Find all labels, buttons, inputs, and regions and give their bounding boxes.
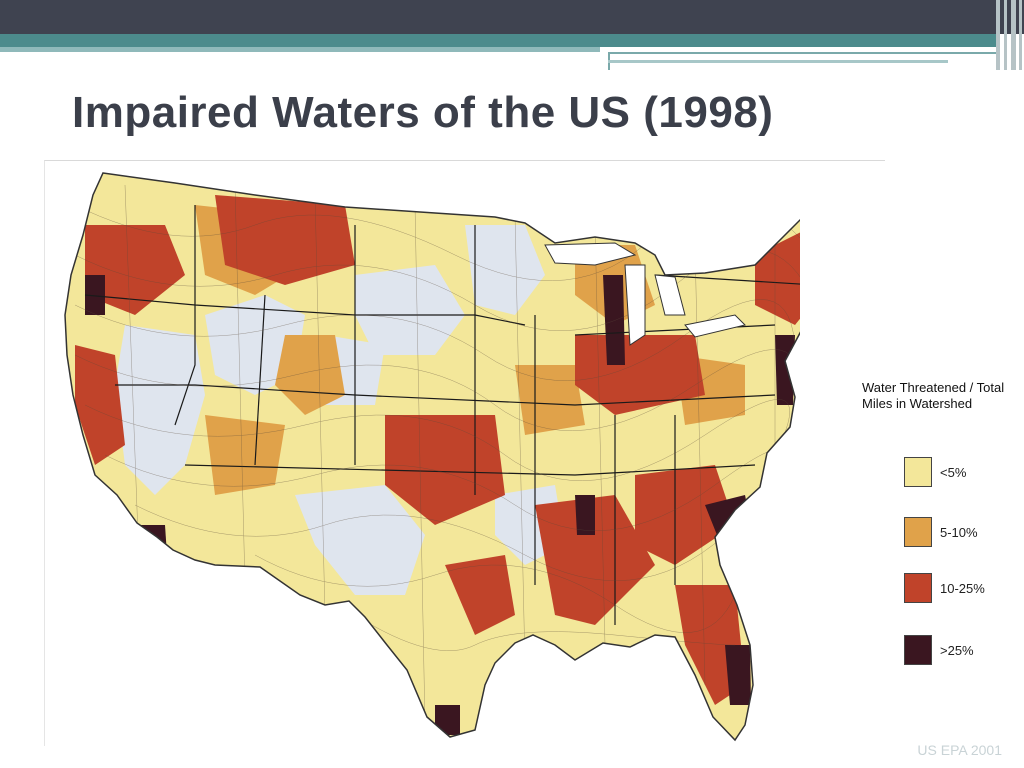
- legend-label-high: 10-25%: [940, 580, 985, 596]
- lake-huron: [654, 274, 686, 316]
- region-texas-west: [295, 485, 425, 595]
- region-california-coast: [75, 345, 125, 465]
- legend-swatch-high: [904, 573, 932, 603]
- legend-label-severe: >25%: [940, 642, 974, 658]
- slide-title: Impaired Waters of the US (1998): [72, 88, 774, 137]
- source-credit: US EPA 2001: [917, 742, 1002, 758]
- region-oregon-coast: [85, 275, 105, 315]
- region-arizona: [205, 415, 285, 495]
- accent-band: [0, 34, 1000, 47]
- us-impaired-waters-map: [64, 172, 800, 741]
- region-chesapeake: [775, 335, 795, 405]
- region-montana-east: [215, 195, 355, 285]
- region-colorado-west: [275, 335, 345, 415]
- region-nevada: [115, 325, 205, 495]
- decorative-stripes: [992, 0, 1024, 70]
- legend-item-low: <5%: [904, 457, 966, 487]
- watershed-lines: [74, 184, 800, 726]
- title-bar-band: [0, 0, 1024, 34]
- legend-label-low: <5%: [940, 464, 967, 480]
- region-oregon: [85, 225, 185, 315]
- legend-item-moderate: 5-10%: [904, 517, 978, 547]
- accent-line-light: [608, 60, 948, 63]
- accent-band-light: [0, 47, 600, 52]
- region-texas-east: [445, 555, 515, 635]
- legend-label-moderate: 5-10%: [940, 524, 978, 540]
- region-nebraska: [355, 265, 465, 355]
- region-lake-michigan-shore: [603, 275, 625, 365]
- legend-swatch-moderate: [904, 517, 932, 547]
- region-south-florida: [725, 645, 751, 705]
- lake-superior: [544, 242, 637, 266]
- region-minnesota: [465, 225, 545, 315]
- lake-michigan: [624, 264, 646, 346]
- legend-swatch-severe: [904, 635, 932, 665]
- legend-item-severe: >25%: [904, 635, 974, 665]
- legend-swatch-low: [904, 457, 932, 487]
- legend-title: Water Threatened / Total Miles in Waters…: [862, 380, 1005, 411]
- region-missouri: [515, 365, 585, 435]
- map-frame: [44, 160, 885, 746]
- legend-item-high: 10-25%: [904, 573, 985, 603]
- region-memphis: [575, 495, 595, 535]
- region-georgia: [635, 465, 735, 565]
- region-rio-grande: [435, 705, 460, 735]
- lake-erie: [684, 314, 746, 338]
- region-san-diego: [135, 525, 167, 555]
